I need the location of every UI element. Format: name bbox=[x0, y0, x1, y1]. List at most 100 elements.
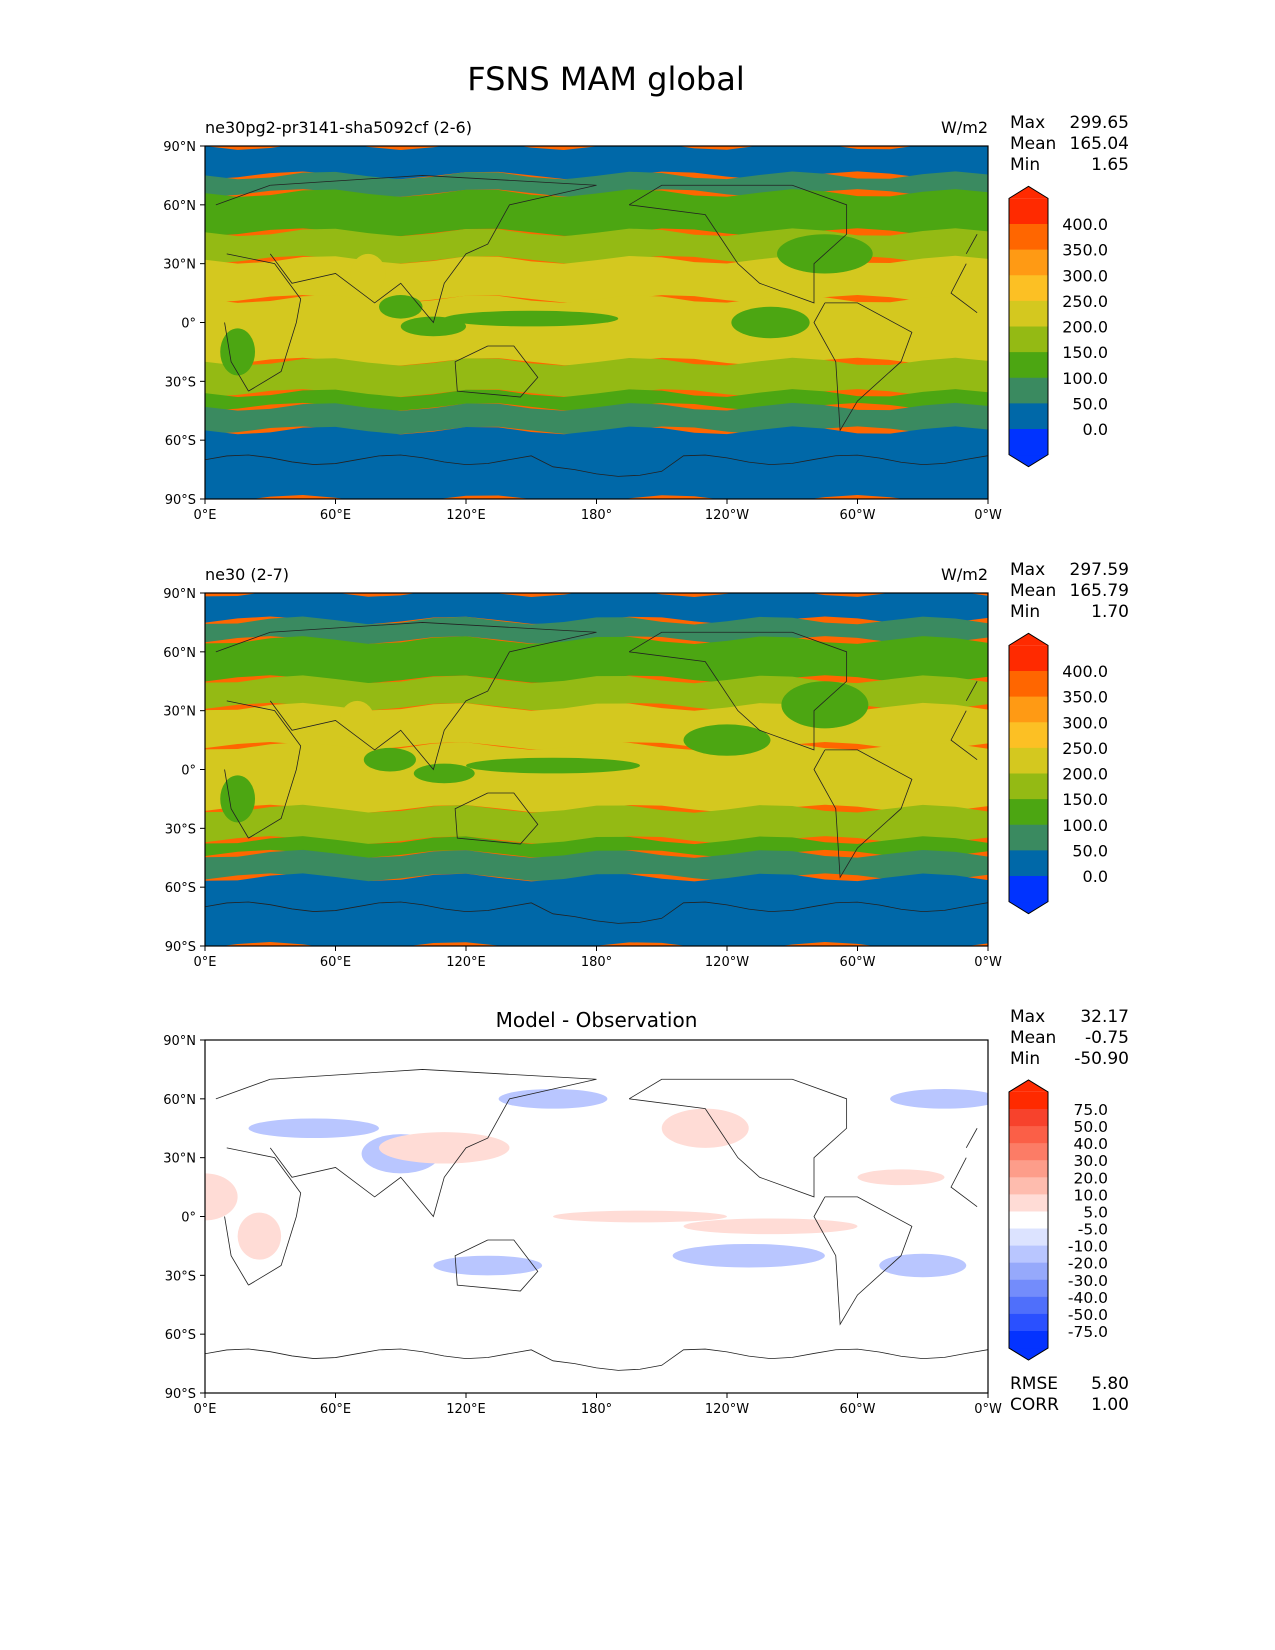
colorbar: 75.050.040.030.020.010.05.0-5.0-10.0-20.… bbox=[1008, 1079, 1108, 1361]
colorbar-tick-label: 200.0 bbox=[1062, 765, 1108, 784]
field-patch bbox=[379, 295, 423, 319]
y-tick-label: 90°N bbox=[163, 140, 196, 155]
colorbar-tick-label: 100.0 bbox=[1062, 816, 1108, 835]
stat-label: Min bbox=[1010, 155, 1040, 175]
colorbar-segment bbox=[1009, 645, 1048, 672]
y-tick-label: 30°N bbox=[163, 705, 196, 720]
colorbar-tick-label: 400.0 bbox=[1062, 215, 1108, 234]
colorbar-tick-label: 150.0 bbox=[1062, 790, 1108, 809]
y-tick-label: 30°S bbox=[165, 1269, 196, 1284]
coastline bbox=[454, 792, 539, 845]
colorbar: 400.0 350.0 300.0 250.0 200.0 150.0 100.0 50.0 0… bbox=[1008, 185, 1108, 468]
map-panel-1: 0°E 60°E 120°E 180° 120°W 60°W 0°W 90°N 60°N 30°N… bbox=[163, 113, 1129, 523]
map-panel-2: 0°E 60°E 120°E 180° 120°W 60°W 0°W 90°N 60°N 30°N… bbox=[163, 560, 1129, 970]
zonal-band bbox=[205, 146, 988, 180]
x-tick-label: 0°E bbox=[194, 508, 217, 523]
stat-label: CORR bbox=[1010, 1395, 1059, 1415]
map-field bbox=[205, 593, 988, 946]
colorbar-tick-label: 200.0 bbox=[1062, 318, 1108, 337]
coastline bbox=[269, 175, 597, 324]
colorbar-tick-label: 300.0 bbox=[1062, 266, 1108, 285]
field-patch bbox=[248, 1118, 379, 1139]
field-patch bbox=[879, 1253, 967, 1278]
colorbar-segment bbox=[1009, 1143, 1048, 1161]
coastline-antarctica bbox=[205, 454, 988, 477]
field-patch bbox=[363, 747, 416, 772]
colorbar-tick-label: -10.0 bbox=[1068, 1238, 1108, 1256]
colorbar-segment bbox=[1009, 671, 1048, 698]
panel-left-title: ne30 (2-7) bbox=[205, 565, 289, 584]
colorbar-segment bbox=[1009, 275, 1048, 302]
colorbar-tick-label: 50.0 bbox=[1072, 841, 1108, 860]
colorbar-tick-label: 150.0 bbox=[1062, 343, 1108, 362]
x-tick-label: 120°W bbox=[705, 508, 749, 523]
coastline bbox=[628, 631, 848, 751]
stat-label: Mean bbox=[1010, 134, 1056, 154]
zonal-band bbox=[205, 189, 988, 237]
colorbar-segment bbox=[1009, 224, 1048, 251]
field-patch bbox=[237, 1212, 282, 1260]
x-tick-label: 0°W bbox=[974, 1402, 1002, 1417]
y-tick-label: 30°N bbox=[163, 1152, 196, 1167]
x-tick-label: 60°W bbox=[840, 1402, 876, 1417]
field-patch bbox=[731, 306, 810, 339]
zonal-band bbox=[205, 357, 988, 398]
y-tick-label: 30°N bbox=[163, 258, 196, 273]
coastline bbox=[628, 184, 848, 304]
colorbar-segment bbox=[1009, 1177, 1048, 1195]
y-tick-label: 90°S bbox=[165, 940, 196, 955]
colorbar-tick-label: 0.0 bbox=[1083, 867, 1108, 886]
figure-title: FSNS MAM global bbox=[467, 60, 744, 98]
colorbar-segment bbox=[1009, 377, 1048, 404]
colorbar-segment bbox=[1009, 326, 1048, 353]
colorbar-tick-label: 5.0 bbox=[1083, 1203, 1108, 1221]
colorbar-tick-label: 50.0 bbox=[1073, 1118, 1108, 1136]
colorbar-tick-label: -20.0 bbox=[1068, 1255, 1108, 1273]
coastline bbox=[950, 1157, 978, 1208]
colorbar-segment bbox=[1009, 773, 1048, 800]
x-tick-label: 60°W bbox=[840, 508, 876, 523]
map-field bbox=[205, 146, 988, 499]
colorbar-tick-label: 50.0 bbox=[1072, 394, 1108, 413]
y-tick-label: 30°S bbox=[165, 822, 196, 837]
colorbar-segment bbox=[1009, 1296, 1048, 1315]
coastline bbox=[454, 1239, 539, 1292]
zonal-band bbox=[205, 804, 988, 845]
colorbar-outline bbox=[1008, 185, 1049, 468]
coastline bbox=[454, 345, 539, 398]
stat-value: 1.00 bbox=[1091, 1395, 1129, 1415]
x-tick-label: 120°E bbox=[446, 508, 486, 523]
zonal-band bbox=[205, 742, 988, 813]
colorbar-segment bbox=[1009, 1160, 1048, 1178]
colorbar-tick-label: 20.0 bbox=[1073, 1169, 1108, 1187]
stat-label: Min bbox=[1010, 1049, 1040, 1069]
colorbar: 400.0 350.0 300.0 250.0 200.0 150.0 100.0 50.0 0… bbox=[1008, 632, 1108, 915]
coastline bbox=[813, 1196, 913, 1326]
y-tick-label: 60°S bbox=[165, 434, 196, 449]
colorbar-tick-label: 10.0 bbox=[1073, 1186, 1108, 1204]
zonal-band bbox=[205, 294, 988, 366]
colorbar-segment bbox=[1009, 429, 1048, 456]
colorbar-tick-label: 400.0 bbox=[1062, 662, 1108, 681]
x-tick-label: 60°E bbox=[320, 508, 351, 523]
colorbar-extend-min bbox=[1009, 454, 1048, 467]
colorbar-segment bbox=[1009, 300, 1048, 327]
colorbar-tick-label: 30.0 bbox=[1073, 1152, 1108, 1170]
x-tick-label: 120°E bbox=[446, 1402, 486, 1417]
stat-label: Mean bbox=[1010, 581, 1056, 601]
field-patch bbox=[220, 328, 256, 376]
colorbar-tick-label: 40.0 bbox=[1073, 1135, 1108, 1153]
colorbar-segment bbox=[1009, 850, 1048, 877]
zonal-band bbox=[205, 873, 988, 946]
coastline bbox=[215, 1078, 271, 1100]
colorbar-segment bbox=[1009, 876, 1048, 903]
colorbar-segment bbox=[1009, 1211, 1048, 1230]
panel-left-title: ne30pg2-pr3141-sha5092cf (2-6) bbox=[205, 118, 472, 137]
x-tick-label: 180° bbox=[581, 1402, 612, 1417]
panel-center-title: Model - Observation bbox=[496, 1008, 698, 1032]
zonal-band bbox=[205, 836, 988, 858]
zonal-band bbox=[205, 849, 988, 882]
colorbar-segment bbox=[1009, 1194, 1048, 1212]
colorbar-segment bbox=[1009, 1279, 1048, 1298]
